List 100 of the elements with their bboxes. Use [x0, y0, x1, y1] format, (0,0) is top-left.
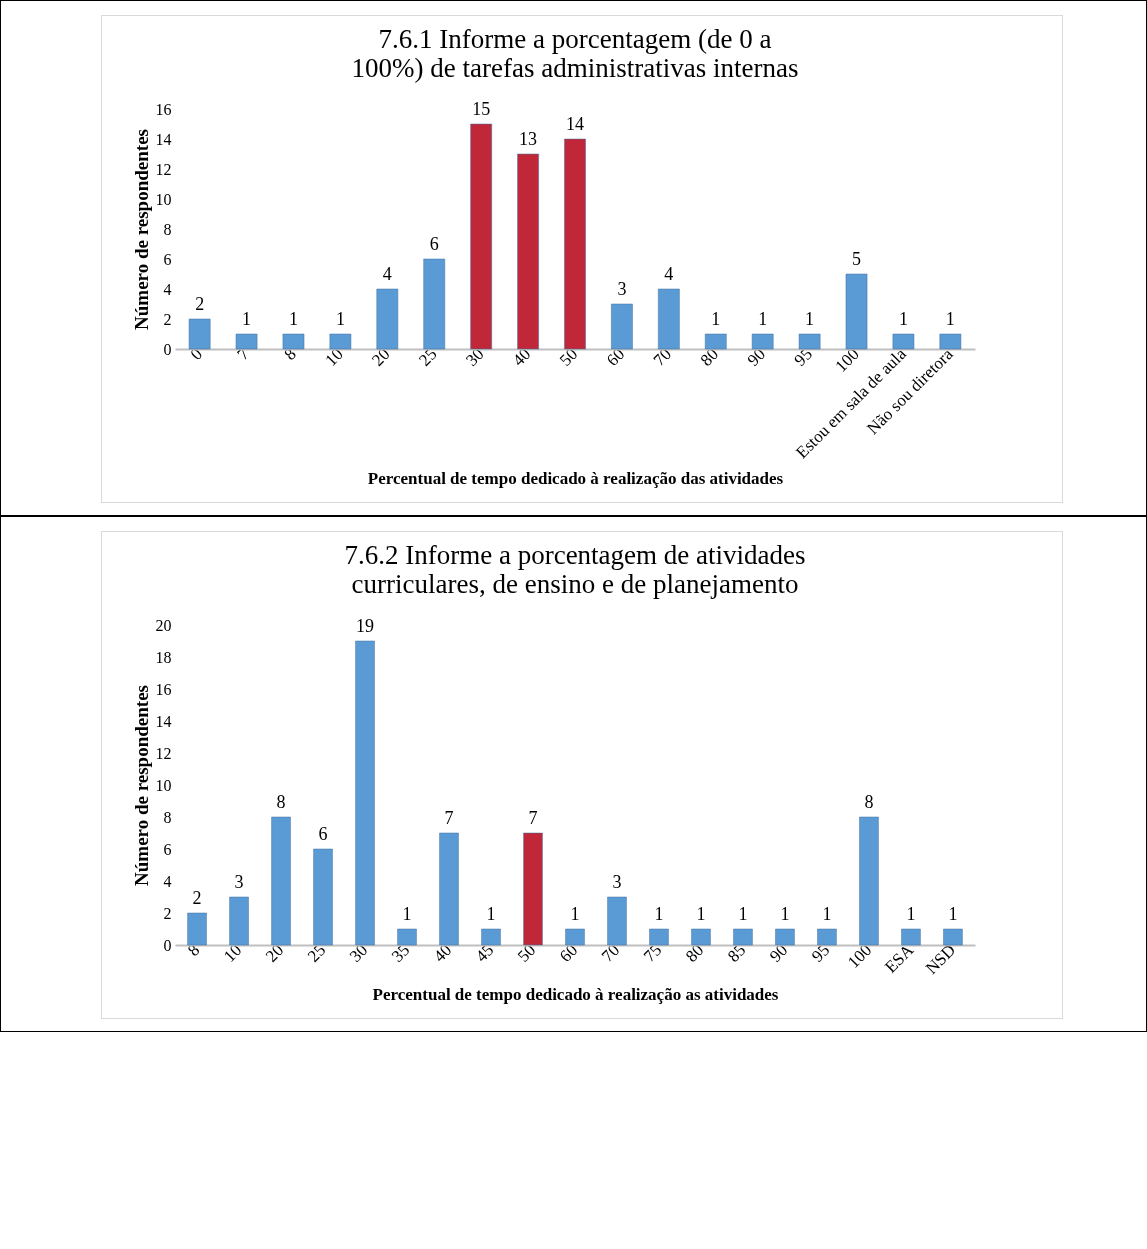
bar — [235, 333, 258, 350]
bar — [845, 273, 868, 350]
data-label: 13 — [519, 129, 538, 149]
data-label: 1 — [898, 309, 908, 329]
bar — [658, 288, 680, 350]
y-tick-label: 14 — [155, 130, 172, 148]
data-label: 3 — [234, 872, 244, 892]
data-label: 3 — [617, 279, 627, 299]
bar — [901, 928, 921, 946]
data-label: 2 — [195, 294, 205, 314]
bar — [423, 258, 446, 350]
data-label: 1 — [486, 904, 496, 924]
data-label: 1 — [758, 309, 768, 329]
y-tick-label: 4 — [163, 872, 172, 890]
data-label: 14 — [566, 114, 584, 134]
data-label: 1 — [335, 309, 345, 329]
data-label: 15 — [472, 99, 491, 119]
bar — [691, 928, 711, 946]
bar — [611, 303, 633, 350]
data-label: 1 — [945, 309, 955, 329]
x-tick-label: 10 — [321, 344, 347, 370]
bar — [229, 896, 249, 946]
y-tick-label: 6 — [163, 840, 172, 858]
x-tick-label: 60 — [602, 344, 629, 370]
data-label: 3 — [612, 872, 622, 892]
x-tick-label: 40 — [429, 940, 456, 966]
y-tick-label: 12 — [155, 160, 172, 178]
data-label: 7 — [444, 808, 454, 828]
bar — [939, 333, 962, 350]
bar — [523, 832, 543, 946]
bar — [481, 928, 501, 946]
x-tick-label: 25 — [415, 344, 441, 370]
bar — [733, 928, 753, 946]
x-tick-label: 40 — [508, 344, 535, 370]
y-tick-label: 16 — [155, 680, 172, 698]
data-label: 7 — [528, 808, 538, 828]
data-label: 1 — [948, 904, 958, 924]
bar — [649, 928, 669, 946]
bar — [313, 848, 333, 946]
bar — [892, 333, 915, 350]
data-label: 1 — [570, 904, 580, 924]
x-tick-label: 90 — [743, 344, 770, 370]
data-label: 1 — [822, 904, 832, 924]
y-tick-label: 6 — [163, 250, 172, 268]
data-label: 4 — [664, 264, 674, 284]
bar — [751, 333, 774, 350]
x-tick-label: 80 — [681, 940, 708, 966]
y-tick-label: 10 — [155, 776, 172, 794]
y-axis-title: Número de respondentes — [130, 685, 152, 886]
x-tick-label: 100 — [831, 344, 863, 376]
data-label: 1 — [402, 904, 412, 924]
y-tick-label: 4 — [163, 280, 172, 298]
chart-title: 7.6.1 Informe a porcentagem (de 0 a 100%) de tarefas administrativas internas — [351, 24, 799, 83]
bar — [517, 153, 539, 350]
y-tick-label: 10 — [155, 190, 172, 208]
y-tick-label: 12 — [155, 744, 172, 762]
data-label: 4 — [382, 264, 392, 284]
bar — [565, 928, 585, 946]
x-axis-title: Percentual de tempo dedicado à realização as atividades — [372, 985, 779, 1005]
y-tick-label: 2 — [163, 904, 172, 922]
x-tick-label: 90 — [765, 940, 792, 966]
data-label: 1 — [906, 904, 916, 924]
bar — [607, 896, 627, 946]
bar — [704, 333, 727, 350]
data-label: 1 — [805, 309, 815, 329]
bar — [397, 928, 417, 946]
data-label: 1 — [242, 309, 252, 329]
x-tick-label: 80 — [696, 344, 723, 370]
bar — [271, 816, 291, 946]
data-label: 1 — [654, 904, 664, 924]
y-tick-label: 18 — [155, 648, 172, 666]
y-tick-label: 20 — [155, 616, 172, 634]
x-tick-label: ESA — [881, 939, 918, 977]
bar — [188, 318, 211, 350]
data-label: 8 — [276, 792, 286, 812]
x-tick-label: 60 — [555, 940, 582, 966]
data-label: 6 — [429, 234, 439, 254]
data-label: 1 — [288, 309, 298, 329]
bar — [329, 333, 352, 350]
chart-title: 7.6.2 Informe a porcentagem de atividades curriculares, de ensino e de planejamento — [344, 540, 806, 599]
bar — [859, 816, 879, 946]
x-tick-label: 85 — [723, 940, 750, 966]
y-tick-label: 8 — [163, 808, 172, 826]
y-axis-title: Número de respondentes — [130, 129, 152, 330]
bar — [376, 288, 399, 350]
data-label: 5 — [852, 249, 862, 269]
bar — [355, 640, 375, 946]
data-label: 19 — [356, 616, 375, 636]
y-tick-label: 2 — [163, 310, 172, 328]
data-label: 1 — [711, 309, 721, 329]
bar — [564, 138, 586, 350]
data-label: 6 — [318, 824, 328, 844]
x-axis-title: Percentual de tempo dedicado à realização das atividades — [367, 469, 784, 489]
bar — [798, 333, 821, 350]
data-label: 2 — [192, 888, 202, 908]
y-tick-label: 16 — [155, 100, 172, 118]
y-tick-label: 8 — [163, 220, 172, 238]
bar — [817, 928, 837, 946]
data-label: 8 — [864, 792, 874, 812]
bar — [439, 832, 459, 946]
